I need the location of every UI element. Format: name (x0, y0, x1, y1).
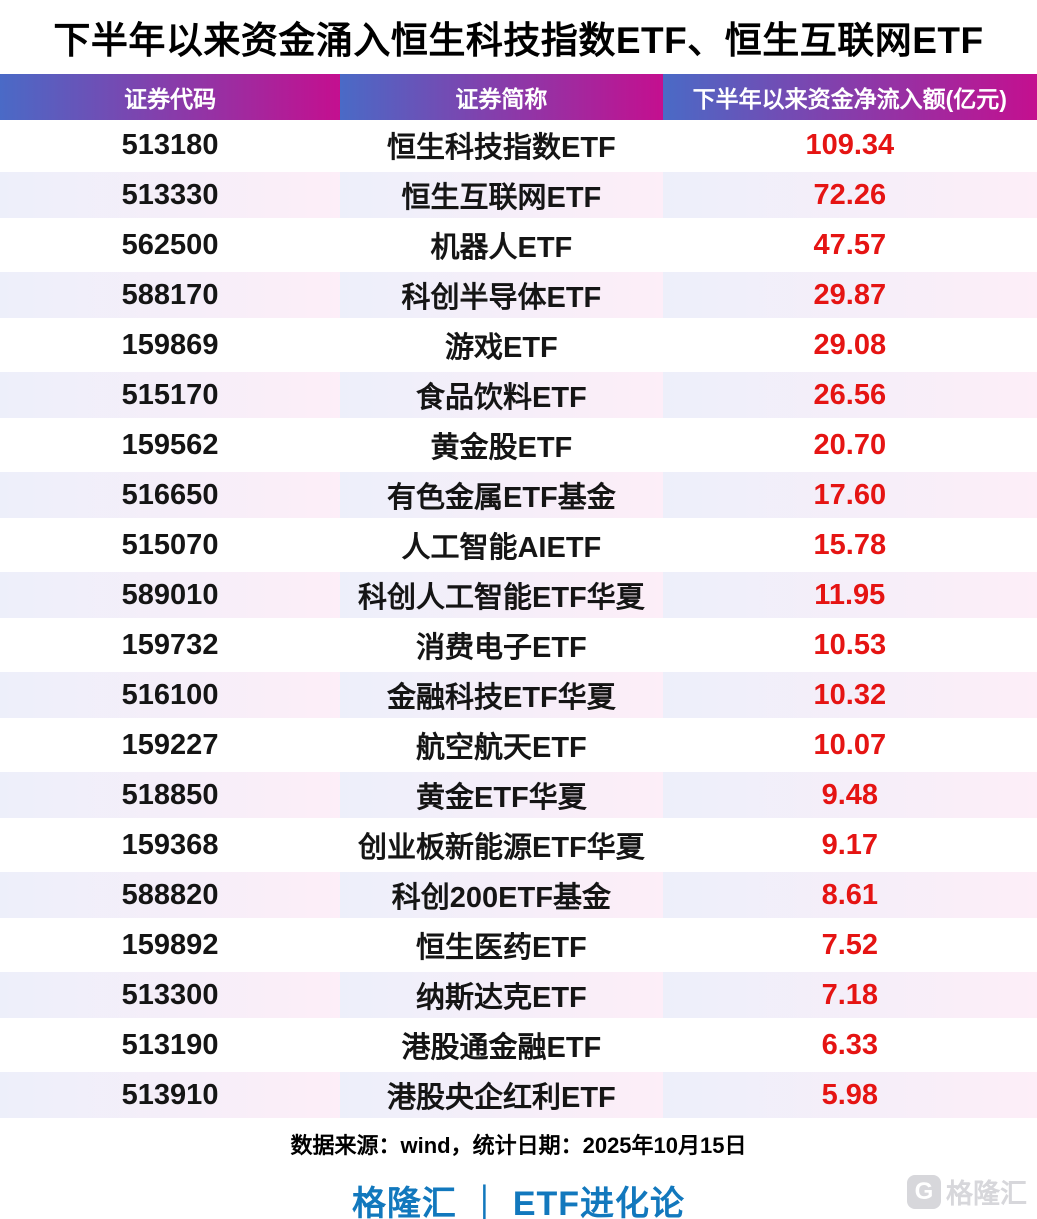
table-row: 159892 恒生医药ETF 7.52 (0, 920, 1037, 970)
code-cell: 513180 (121, 128, 219, 161)
name-cell: 港股央企红利ETF (340, 1070, 663, 1120)
code-cell: 588820 (0, 870, 341, 920)
name-cell: 恒生互联网ETF (340, 170, 663, 220)
name-cell: 航空航天ETF (415, 732, 587, 764)
value-cell: 11.95 (662, 570, 1037, 620)
header-security-name: 证券简称 (340, 74, 663, 120)
table-row: 516650 有色金属ETF基金 17.60 (0, 470, 1037, 520)
name-cell: 消费电子ETF (415, 632, 587, 664)
value-cell: 20.70 (813, 428, 887, 461)
name-cell: 人工智能AIETF (401, 532, 602, 564)
code-cell: 159892 (121, 928, 219, 961)
code-cell: 513910 (0, 1070, 341, 1120)
table-row: 513180 恒生科技指数ETF 109.34 (0, 120, 1037, 170)
code-cell: 516100 (0, 670, 341, 720)
table-row: 516100 金融科技ETF华夏 10.32 (0, 670, 1037, 720)
value-cell: 9.48 (662, 770, 1037, 820)
name-cell: 恒生医药ETF (415, 932, 587, 964)
table-row: 159869 游戏ETF 29.08 (0, 320, 1037, 370)
name-cell: 恒生科技指数ETF (386, 132, 616, 164)
table-row: 588820 科创200ETF基金 8.61 (0, 870, 1037, 920)
code-cell: 588170 (0, 270, 341, 320)
name-cell: 机器人ETF (430, 232, 573, 264)
header-security-code: 证券代码 (0, 74, 341, 120)
gelonghui-logo-icon: G (907, 1174, 941, 1209)
value-cell: 10.53 (813, 628, 887, 661)
value-cell: 15.78 (813, 528, 887, 561)
table-row: 588170 科创半导体ETF 29.87 (0, 270, 1037, 320)
name-cell: 科创半导体ETF (340, 270, 663, 320)
code-cell: 513190 (121, 1028, 219, 1061)
name-cell: 游戏ETF (444, 332, 558, 364)
code-cell: 159732 (121, 628, 219, 661)
code-cell: 159869 (121, 328, 219, 361)
value-cell: 72.26 (662, 170, 1037, 220)
table-row: 513300 纳斯达克ETF 7.18 (0, 970, 1037, 1020)
value-cell: 10.07 (813, 728, 887, 761)
value-cell: 29.87 (662, 270, 1037, 320)
table-row: 159368 创业板新能源ETF华夏 9.17 (0, 820, 1037, 870)
value-cell: 29.08 (813, 328, 887, 361)
code-cell: 562500 (121, 228, 219, 261)
page-title: 下半年以来资金涌入恒生科技指数ETF、恒生互联网ETF (53, 20, 984, 61)
table-row: 159227 航空航天ETF 10.07 (0, 720, 1037, 770)
value-cell: 7.18 (662, 970, 1037, 1020)
name-cell: 有色金属ETF基金 (340, 470, 663, 520)
brand-line: 格隆汇 ｜ ETF进化论 (351, 1185, 686, 1219)
value-cell: 5.98 (662, 1070, 1037, 1120)
name-cell: 金融科技ETF华夏 (340, 670, 663, 720)
name-cell: 食品饮料ETF (340, 370, 663, 420)
table-row: 159562 黄金股ETF 20.70 (0, 420, 1037, 470)
value-cell: 17.60 (662, 470, 1037, 520)
name-cell: 科创200ETF基金 (340, 870, 663, 920)
code-cell: 159227 (121, 728, 219, 761)
name-cell: 创业板新能源ETF华夏 (357, 832, 645, 864)
code-cell: 513330 (0, 170, 341, 220)
code-cell: 513300 (0, 970, 341, 1020)
header-net-inflow: 下半年以来资金净流入额(亿元) (662, 74, 1037, 120)
value-cell: 6.33 (821, 1028, 879, 1061)
value-cell: 7.52 (821, 928, 879, 961)
code-cell: 515170 (0, 370, 341, 420)
table-row: 513910 港股央企红利ETF 5.98 (0, 1070, 1037, 1120)
data-source-note: 数据来源：wind，统计日期：2025年10月15日 (290, 1133, 747, 1158)
value-cell: 47.57 (813, 228, 887, 261)
table-header-row: 证券代码 证券简称 下半年以来资金净流入额(亿元) (0, 74, 1037, 120)
watermark-text: 格隆汇 (946, 1179, 1027, 1209)
code-cell: 516650 (0, 470, 341, 520)
name-cell: 科创人工智能ETF华夏 (340, 570, 663, 620)
value-cell: 8.61 (662, 870, 1037, 920)
code-cell: 159562 (121, 428, 219, 461)
code-cell: 518850 (0, 770, 341, 820)
table-row: 515170 食品饮料ETF 26.56 (0, 370, 1037, 420)
value-cell: 10.32 (662, 670, 1037, 720)
table-row: 562500 机器人ETF 47.57 (0, 220, 1037, 270)
code-cell: 515070 (121, 528, 219, 561)
table-row: 513330 恒生互联网ETF 72.26 (0, 170, 1037, 220)
value-cell: 26.56 (662, 370, 1037, 420)
value-cell: 9.17 (821, 828, 879, 861)
code-cell: 159368 (121, 828, 219, 861)
value-cell: 109.34 (805, 128, 895, 161)
code-cell: 589010 (0, 570, 341, 620)
table-body: 513180 恒生科技指数ETF 109.34 513330 恒生互联网ETF 72.26… (0, 120, 1037, 1120)
name-cell: 港股通金融ETF (401, 1032, 602, 1064)
table-row: 159732 消费电子ETF 10.53 (0, 620, 1037, 670)
watermark: G 格隆汇 (907, 1172, 1027, 1211)
table-row: 589010 科创人工智能ETF华夏 11.95 (0, 570, 1037, 620)
table-row: 513190 港股通金融ETF 6.33 (0, 1020, 1037, 1070)
table-row: 515070 人工智能AIETF 15.78 (0, 520, 1037, 570)
table-row: 518850 黄金ETF华夏 9.48 (0, 770, 1037, 820)
name-cell: 黄金股ETF (430, 432, 573, 464)
name-cell: 纳斯达克ETF (340, 970, 663, 1020)
name-cell: 黄金ETF华夏 (340, 770, 663, 820)
etf-flow-table: 证券代码 证券简称 下半年以来资金净流入额(亿元) 513180 恒生科技指数ET… (0, 74, 1037, 1120)
